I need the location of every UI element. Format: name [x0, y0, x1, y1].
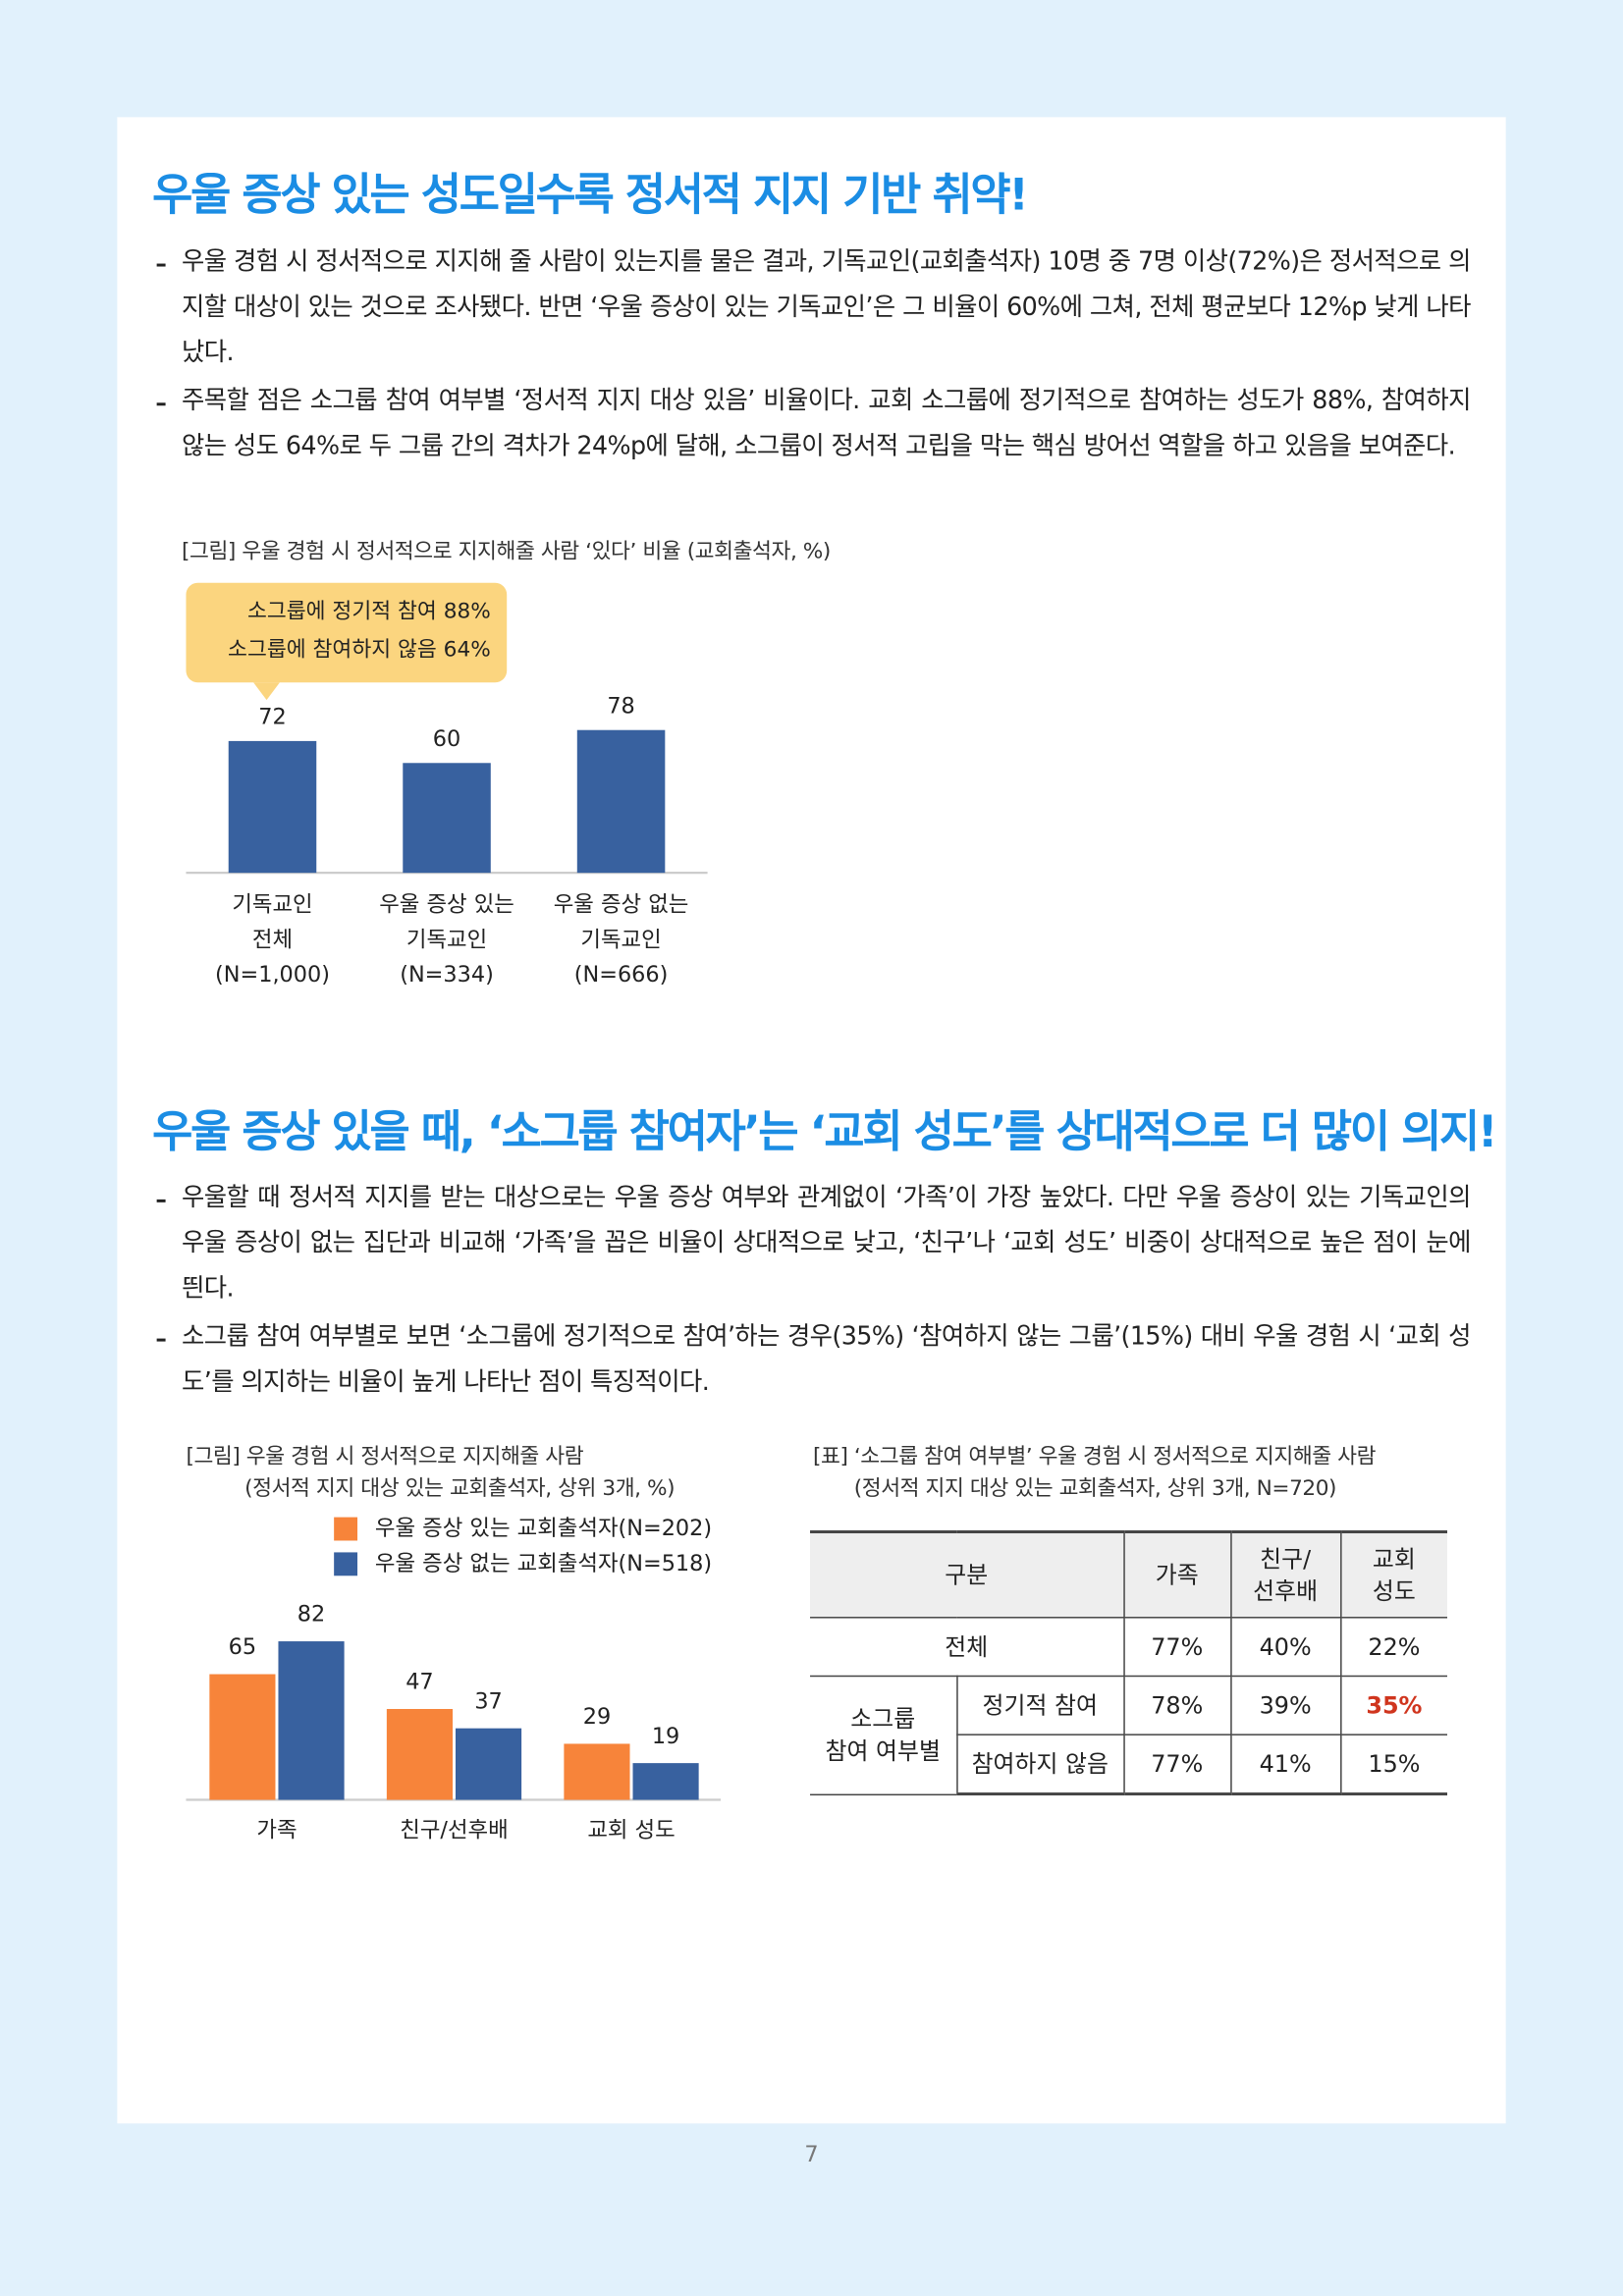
bullet: 주목할 점은 소그룹 참여 여부별 ‘정서적 지지 대상 있음’ 비율이다. 교… [156, 379, 1471, 469]
cell: 78% [1123, 1675, 1231, 1735]
bar [278, 1641, 345, 1800]
cell-text: 가족 [1155, 1560, 1199, 1588]
cell: 39% [1230, 1675, 1341, 1735]
bar [209, 1674, 276, 1800]
legend-label: 우울 증상 없는 교회출석자(N=518) [375, 1551, 712, 1576]
legend-swatch [334, 1552, 358, 1576]
callout: 소그룹에 정기적 참여 88% 소그룹에 참여하지 않음 64% [186, 582, 508, 701]
bar [576, 729, 666, 874]
x-tick-label: (N=666) [574, 962, 669, 988]
value-label: 29 [583, 1704, 611, 1730]
bar [564, 1743, 630, 1800]
chart-caption: [그림] 우울 경험 시 정서적으로 지지해줄 사람 ‘있다’ 비율 (교회출석… [181, 540, 831, 564]
value-label: 19 [652, 1724, 679, 1749]
x-tick-label: 친구/선후배 [400, 1817, 508, 1842]
data-table: 구분 가족 친구/선후배 교회 성도 전체 77% 40% 22% 소그룹 참여 여… [810, 1530, 1447, 1796]
bar [228, 740, 317, 874]
cell-text: 교회 [1372, 1544, 1416, 1573]
cell-text: 소그룹 [850, 1704, 916, 1733]
annotation: 소그룹에 참여하지 않음 64% [228, 638, 491, 663]
annotation: 소그룹에 정기적 참여 88% [246, 600, 491, 624]
value-label: 78 [607, 693, 634, 719]
table-caption: [표] ‘소그룹 참여 여부별’ 우울 경험 시 정서적으로 지지해줄 사람 [813, 1445, 1377, 1469]
x-tick-label: 기독교인 [580, 927, 661, 952]
x-tick-label: 기독교인 [406, 927, 487, 952]
cell-text: 성도 [1372, 1576, 1416, 1605]
value-label: 37 [474, 1688, 502, 1714]
bullet: 우울 경험 시 정서적으로 지지해 줄 사람이 있는지를 물은 결과, 기독교인… [156, 240, 1471, 377]
cell: 15% [1340, 1734, 1447, 1796]
cell-text: 참여 여부별 [825, 1736, 941, 1765]
legend-swatch [334, 1517, 358, 1541]
x-tick-label: 우울 증상 있는 [379, 891, 514, 917]
cell: 77% [1123, 1617, 1231, 1678]
x-tick-label: 교회 성도 [587, 1817, 675, 1842]
bullet-list: 우울할 때 정서적 지지를 받는 대상으로는 우울 증상 여부와 관계없이 ‘가… [156, 1176, 1471, 1409]
value-label: 72 [258, 705, 286, 730]
value-label: 82 [298, 1602, 325, 1628]
x-tick-label: 우울 증상 없는 [554, 891, 689, 917]
header-cell: 친구/선후배 [1230, 1530, 1341, 1619]
cell-text: 구분 [945, 1560, 989, 1588]
value-label: 60 [433, 726, 460, 752]
bar [386, 1708, 453, 1800]
chart-caption: (정서적 지지 대상 있는 교회출석자, 상위 3개, %) [244, 1477, 676, 1502]
table-caption: (정서적 지지 대상 있는 교회출석자, 상위 3개, N=720) [853, 1477, 1337, 1502]
bar [632, 1763, 699, 1800]
x-tick-label: (N=1,000) [215, 962, 330, 988]
x-tick-label: 가족 [256, 1817, 297, 1842]
bullet: 우울할 때 정서적 지지를 받는 대상으로는 우울 증상 여부와 관계없이 ‘가… [156, 1176, 1471, 1312]
cell: 40% [1230, 1617, 1341, 1678]
highlight-cell: 35% [1340, 1675, 1447, 1735]
page-number: 7 [804, 2141, 819, 2168]
header-cell: 구분 [810, 1530, 1125, 1619]
cell-text: 친구/ [1260, 1544, 1312, 1573]
x-tick-label: 전체 [252, 927, 293, 952]
legend-label: 우울 증상 있는 교회출석자(N=202) [375, 1516, 712, 1541]
header-cell: 가족 [1123, 1530, 1231, 1619]
cell: 정기적 참여 [955, 1675, 1125, 1735]
cell: 22% [1340, 1617, 1447, 1678]
bar [455, 1728, 522, 1800]
x-tick-label: 기독교인 [232, 891, 312, 917]
value-label: 47 [406, 1670, 433, 1695]
bullet-list: 우울 경험 시 정서적으로 지지해 줄 사람이 있는지를 물은 결과, 기독교인… [156, 240, 1471, 473]
value-label: 65 [229, 1634, 256, 1660]
cell: 41% [1230, 1734, 1341, 1796]
cell: 참여하지 않음 [955, 1734, 1125, 1796]
cell-text: 선후배 [1253, 1576, 1319, 1605]
chart-caption: [그림] 우울 경험 시 정서적으로 지지해줄 사람 [186, 1445, 584, 1469]
section-title: 우울 증상 있을 때, ‘소그룹 참여자’는 ‘교회 성도’를 상대적으로 더 … [152, 1106, 1497, 1159]
x-tick-label: (N=334) [400, 962, 494, 988]
bar [403, 763, 491, 874]
bullet: 소그룹 참여 여부별로 보면 ‘소그룹에 정기적으로 참여’하는 경우(35%)… [156, 1315, 1471, 1406]
cell: 77% [1123, 1734, 1231, 1796]
section-title: 우울 증상 있는 성도일수록 정서적 지지 기반 취약! [152, 170, 1029, 222]
